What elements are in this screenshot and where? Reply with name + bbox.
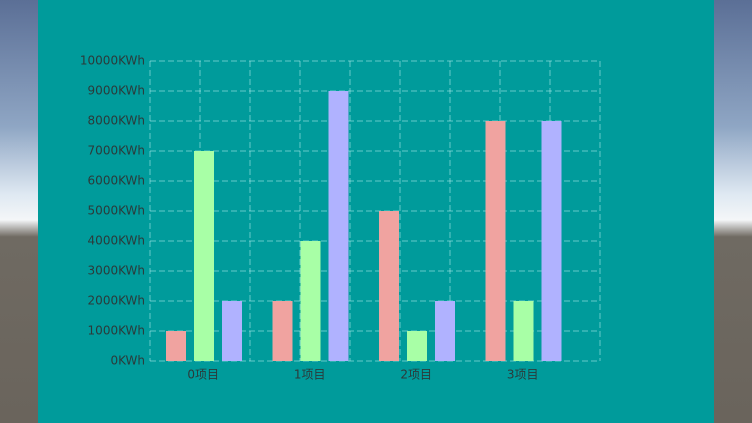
bar xyxy=(328,91,349,361)
y-tick-label: 0KWh xyxy=(110,354,145,368)
y-tick-label: 3000KWh xyxy=(88,264,145,278)
bar xyxy=(166,331,186,361)
y-tick-label: 7000KWh xyxy=(88,144,145,158)
y-tick-label: 4000KWh xyxy=(88,234,145,248)
bar xyxy=(407,331,427,361)
panel xyxy=(38,0,714,423)
y-tick-label: 8000KWh xyxy=(88,114,145,128)
bar xyxy=(194,151,214,361)
y-tick-label: 2000KWh xyxy=(88,294,145,308)
bar xyxy=(541,121,562,361)
bar xyxy=(272,301,293,361)
bar xyxy=(435,301,455,361)
bar xyxy=(513,301,534,361)
y-tick-label: 6000KWh xyxy=(88,174,145,188)
y-tick-label: 10000KWh xyxy=(80,54,145,68)
y-tick-label: 9000KWh xyxy=(88,84,145,98)
x-tick-label: 0项目 xyxy=(187,368,219,382)
bar xyxy=(300,241,321,361)
x-tick-label: 2项目 xyxy=(400,368,432,382)
x-tick-label: 3项目 xyxy=(507,368,539,382)
bar xyxy=(379,211,399,361)
bar xyxy=(222,301,242,361)
bar xyxy=(485,121,506,361)
x-tick-label: 1项目 xyxy=(294,368,326,382)
y-tick-label: 5000KWh xyxy=(88,204,145,218)
y-tick-label: 1000KWh xyxy=(88,324,145,338)
